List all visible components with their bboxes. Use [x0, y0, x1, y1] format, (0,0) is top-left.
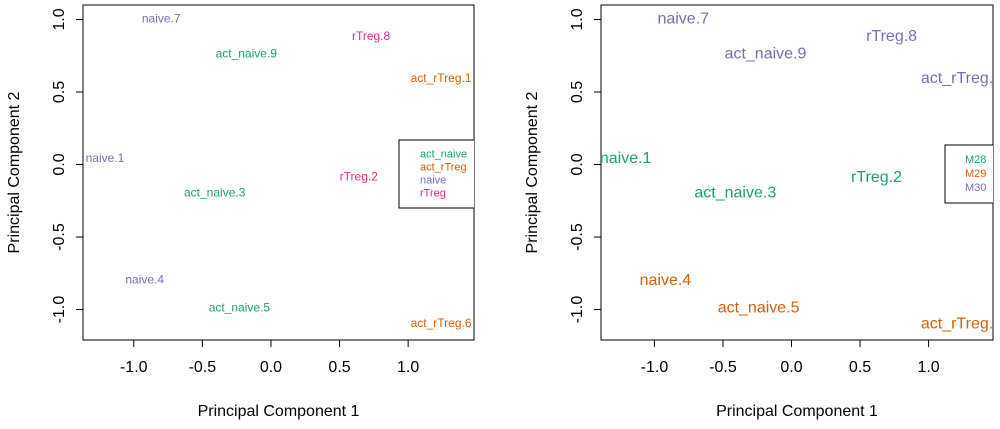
x-tick-label: -1.0: [641, 359, 669, 376]
point-label: rTreg.8: [866, 28, 917, 45]
x-tick-label: 0.0: [260, 359, 282, 376]
x-tick-label: 1.0: [917, 359, 939, 376]
x-tick-label: 0.5: [849, 359, 871, 376]
point-label: act_rTreg.6: [921, 315, 1000, 332]
point-label: rTreg.2: [851, 169, 902, 186]
y-axis-label: Principal Component 2: [524, 91, 541, 253]
panel: -1.0 -0.5 0.0 0.5 1.0 -1.0 -0.5 0.0 0.5 1.0 Princi…: [6, 4, 475, 420]
point-label: naive.4: [640, 272, 692, 289]
y-tick-label: 0.0: [51, 153, 68, 175]
legend-entry: naive: [420, 174, 446, 186]
legend-entry: rTreg: [420, 187, 446, 199]
legend-box: [398, 139, 474, 209]
point-label: act_rTreg.1: [921, 70, 1000, 87]
y-tick-label: 1.0: [569, 8, 586, 30]
legend-box: [944, 144, 993, 204]
point-label: naive.1: [600, 150, 652, 167]
legend-entry: M28: [965, 154, 986, 166]
y-tick-label: 0.5: [569, 81, 586, 103]
point-label: naive.7: [142, 12, 181, 26]
x-tick-label: -0.5: [189, 359, 217, 376]
point-label: act_naive.5: [209, 300, 271, 314]
panel: -1.0 -0.5 0.0 0.5 1.0 -1.0 -0.5 0.0 0.5 1.0 Princi…: [524, 4, 1000, 420]
legend: M28 M29 M30: [944, 144, 993, 204]
x-axis-label: Principal Component 1: [198, 403, 360, 420]
points: act_naive.9 act_naive.3 act_naive.5 act_rTr…: [86, 12, 472, 331]
x-tick-label: 0.5: [328, 359, 350, 376]
legend-entry: M29: [965, 168, 986, 180]
points: naive.1 rTreg.2 act_naive.3 naive.4 act_naiv…: [600, 11, 1000, 333]
point-label: act_naive.9: [216, 46, 278, 60]
y-tick-label: -1.0: [51, 296, 68, 324]
y-axis-label: Principal Component 2: [6, 91, 23, 253]
point-label: naive.1: [86, 151, 125, 165]
legend-entry: act_rTreg: [420, 161, 467, 173]
point-label: act_naive.3: [184, 186, 246, 200]
legend-entry: M30: [965, 182, 986, 194]
x-tick-label: 0.0: [780, 359, 802, 376]
point-label: act_naive.9: [725, 46, 807, 63]
legend-entry: act_naive: [420, 148, 467, 160]
y-tick-label: 0.5: [51, 81, 68, 103]
point-label: act_rTreg.1: [411, 71, 472, 85]
point-label: act_naive.5: [718, 299, 800, 316]
x-tick-label: 1.0: [397, 359, 419, 376]
x-tick-label: -0.5: [709, 359, 737, 376]
y-tick-label: 0.0: [569, 153, 586, 175]
point-label: rTreg.2: [340, 170, 379, 184]
point-label: act_naive.3: [694, 185, 776, 202]
x-axis-label: Principal Component 1: [716, 403, 878, 420]
y-tick-label: 1.0: [51, 8, 68, 30]
y-tick-label: -0.5: [51, 223, 68, 251]
y-tick-label: -0.5: [569, 223, 586, 251]
y-tick-label: -1.0: [569, 296, 586, 324]
point-label: naive.7: [657, 11, 709, 28]
point-label: rTreg.8: [352, 29, 391, 43]
x-tick-label: -1.0: [120, 359, 148, 376]
point-label: naive.4: [125, 273, 164, 287]
point-label: act_rTreg.6: [411, 316, 472, 330]
